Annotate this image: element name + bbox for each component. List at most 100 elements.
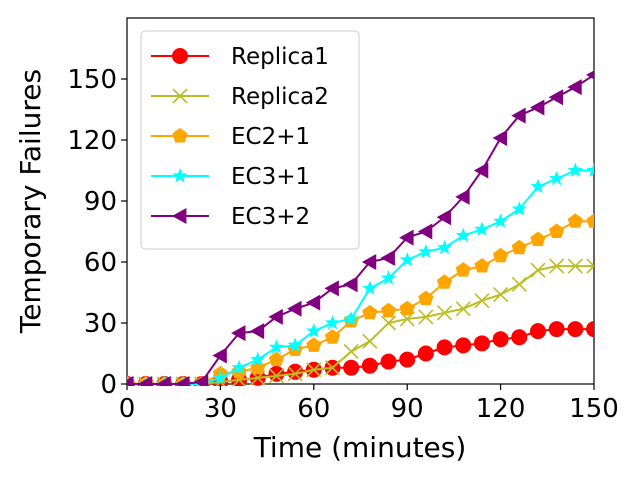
data-point-ec3-2 [156, 376, 171, 386]
y-tick-label: 60 [84, 248, 117, 278]
y-axis-label: Temporary Failures [14, 69, 47, 334]
data-point-replica2 [362, 333, 378, 349]
legend-marker-ec3-1 [172, 168, 188, 183]
data-point-ec3-2 [268, 308, 283, 325]
legend-marker-ec3-2 [172, 208, 187, 224]
data-point-ec3-1 [399, 251, 415, 267]
y-tick-label: 150 [67, 65, 117, 95]
data-point-replica1 [343, 359, 360, 376]
data-point-ec2-1 [455, 262, 471, 277]
legend-label: Replica2 [231, 84, 329, 110]
data-point-ec3-1 [306, 323, 322, 338]
data-point-replica2 [567, 258, 583, 274]
data-point-ec3-1 [586, 162, 594, 177]
legend-marker-ec2-1 [172, 128, 188, 143]
data-point-ec3-2 [212, 347, 227, 364]
x-axis-label: Time (minutes) [253, 431, 467, 464]
legend-item-ec2-1: EC2+1 [151, 124, 310, 150]
y-tick-label: 90 [84, 187, 117, 217]
data-point-ec3-1 [418, 243, 434, 259]
data-point-ec3-2 [137, 376, 153, 386]
data-point-replica2 [455, 301, 471, 317]
data-point-ec3-1 [474, 221, 490, 236]
x-tick-label: 60 [297, 394, 330, 424]
data-point-replica2 [436, 305, 453, 321]
data-point-replica2 [586, 258, 594, 274]
data-point-ec3-2 [511, 107, 526, 124]
legend-marker-replica1 [172, 48, 188, 64]
data-point-ec3-2 [287, 300, 302, 317]
x-tick-label: 90 [391, 394, 424, 424]
legend-label: EC2+1 [231, 124, 310, 150]
data-point-replica2 [268, 368, 285, 384]
x-tick-label: 30 [204, 394, 237, 424]
y-axis-ticks: 0 30 60 90 120 150 [67, 65, 127, 400]
data-point-ec2-1 [268, 351, 285, 367]
data-point-replica2 [324, 360, 341, 376]
data-point-replica1 [436, 339, 453, 356]
data-point-ec3-1 [380, 270, 397, 285]
data-point-replica1 [492, 331, 509, 348]
y-tick-label: 30 [84, 309, 117, 339]
x-tick-label: 120 [476, 394, 526, 424]
legend-box [140, 30, 360, 250]
data-point-ec3-2 [548, 89, 564, 106]
data-point-ec3-2 [399, 229, 414, 246]
data-point-replica2 [380, 315, 397, 331]
x-axis-ticks: 0 30 60 90 120 150 [119, 384, 619, 424]
legend-label: EC3+1 [231, 164, 310, 190]
data-point-ec3-2 [324, 280, 339, 297]
data-point-replica2 [343, 343, 359, 360]
legend-marker-replica2 [172, 88, 188, 104]
data-point-replica1 [455, 337, 472, 354]
data-point-ec2-1 [492, 247, 509, 263]
data-point-ec3-1 [362, 280, 378, 295]
data-point-replica2 [287, 366, 303, 382]
data-point-replica1 [567, 321, 584, 338]
legend: Replica1 Replica2 EC2+1 EC3+1 EC3+2 [140, 30, 360, 250]
data-point-ec3-2 [175, 376, 190, 386]
data-point-replica1 [399, 351, 416, 368]
data-point-ec3-2 [305, 294, 321, 311]
data-point-ec3-1 [250, 351, 266, 367]
series-layer [127, 70, 594, 386]
data-point-ec3-1 [511, 201, 527, 216]
data-point-ec3-2 [473, 162, 489, 179]
data-point-ec3-2 [436, 209, 451, 226]
data-point-ec3-1 [212, 369, 229, 385]
data-point-ec3-1 [324, 315, 341, 330]
data-point-ec3-2 [127, 376, 134, 386]
legend-item-ec3-1: EC3+1 [151, 164, 310, 190]
data-point-ec2-1 [418, 290, 434, 306]
data-point-ec2-1 [362, 304, 378, 320]
data-point-replica2 [530, 262, 546, 278]
data-point-replica1 [268, 365, 285, 382]
data-point-ec3-1 [231, 359, 247, 375]
data-point-ec3-1 [492, 213, 509, 228]
data-point-replica2 [493, 286, 509, 303]
data-point-ec3-1 [343, 310, 359, 326]
data-point-replica1 [473, 335, 490, 352]
data-point-ec3-2 [249, 323, 265, 340]
data-point-ec3-2 [417, 223, 433, 240]
x-tick-label: 150 [569, 394, 619, 424]
data-point-ec3-2 [455, 188, 470, 205]
data-point-ec3-1 [455, 227, 471, 243]
data-point-ec2-1 [399, 300, 415, 316]
legend-item-ec3-2: EC3+2 [151, 204, 310, 230]
data-point-ec3-1 [530, 178, 546, 194]
data-point-ec2-1 [306, 337, 322, 352]
y-tick-label: 120 [67, 126, 117, 156]
data-point-ec3-2 [361, 254, 377, 270]
data-point-ec3-2 [492, 129, 507, 146]
data-point-replica1 [380, 353, 397, 370]
data-point-ec2-1 [530, 231, 546, 247]
data-point-replica2 [474, 293, 490, 309]
series-ec3-2 [127, 70, 594, 386]
data-point-ec3-2 [343, 276, 358, 293]
series-replica2 [127, 258, 594, 386]
data-point-ec3-1 [268, 339, 285, 354]
legend-label: EC3+2 [231, 204, 310, 230]
data-point-ec3-1 [287, 337, 303, 352]
